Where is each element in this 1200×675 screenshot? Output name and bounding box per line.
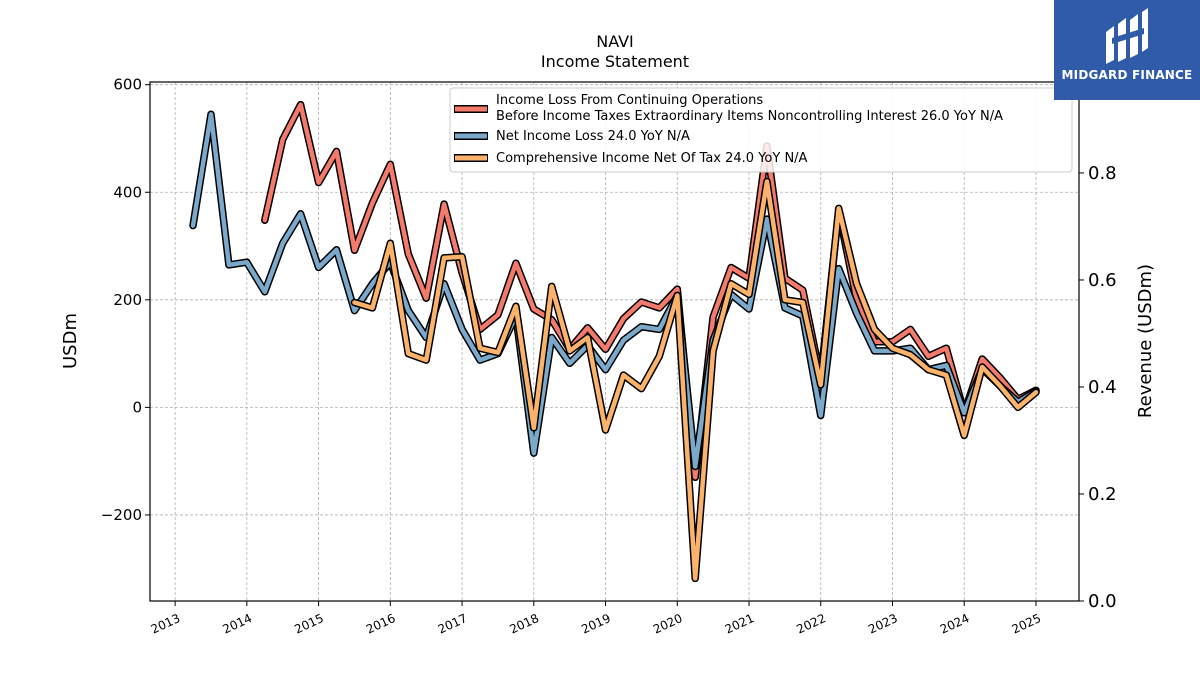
y2-tick-label: 0.4 <box>1088 377 1117 398</box>
x-tick-label: 2018 <box>507 611 541 637</box>
legend-box <box>449 87 1073 173</box>
legend-label: Comprehensive Income Net Of Tax 24.0 YoY… <box>496 151 808 166</box>
y2-tick-label: 0.0 <box>1088 591 1117 612</box>
x-tick-label: 2020 <box>651 611 685 637</box>
legend-label: Net Income Loss 24.0 YoY N/A <box>496 129 690 144</box>
y2-axis-ticks: 0.0 0.2 0.4 0.6 0.8 <box>1079 163 1117 612</box>
y-tick-label: 600 <box>113 76 142 94</box>
x-tick-label: 2025 <box>1010 611 1044 637</box>
logo-text: MIDGARD FINANCE <box>1061 68 1193 82</box>
plot-frame <box>149 81 1080 602</box>
legend: Income Loss From Continuing OperationsBe… <box>449 87 1073 173</box>
x-tick-label: 2017 <box>436 611 470 637</box>
y-tick-label: 400 <box>113 183 142 201</box>
x-tick-label: 2022 <box>794 611 828 637</box>
x-tick-label: 2016 <box>364 611 398 637</box>
brand-logo: MIDGARD FINANCE <box>1054 0 1200 100</box>
series-layer <box>189 100 1040 583</box>
x-tick-label: 2023 <box>866 611 900 637</box>
x-tick-label: 2021 <box>723 611 757 637</box>
y2-tick-label: 0.6 <box>1088 270 1117 291</box>
chart-subtitle: Income Statement <box>541 52 689 71</box>
logo-mark-icon <box>1106 8 1148 64</box>
legend-label-line2: Before Income Taxes Extraordinary Items … <box>496 109 1003 124</box>
x-tick-label: 2015 <box>292 611 326 637</box>
chart-title: NAVI <box>596 32 634 51</box>
x-tick-label: 2014 <box>221 611 255 637</box>
y-axis-label: USDm <box>60 313 81 369</box>
legend-items: Income Loss From Continuing OperationsBe… <box>454 93 1003 166</box>
x-tick-label: 2019 <box>579 611 613 637</box>
y-tick-label: −200 <box>101 506 142 524</box>
x-tick-label: 2013 <box>149 611 183 637</box>
y2-tick-label: 0.2 <box>1088 484 1117 505</box>
y-tick-label: 200 <box>113 291 142 309</box>
y-axis-ticks: 600 400 200 0 −200 <box>101 76 150 524</box>
y2-axis-label: Revenue (USDm) <box>1135 264 1156 418</box>
y2-tick-label: 0.8 <box>1088 163 1117 184</box>
y-tick-label: 0 <box>132 398 142 416</box>
x-axis-ticks: 2013 2014 2015 2016 2017 2018 2019 2020 2021 2022… <box>149 601 1043 637</box>
legend-label: Income Loss From Continuing Operations <box>496 93 763 108</box>
series-line-0 <box>262 102 1039 480</box>
x-tick-label: 2024 <box>938 611 972 637</box>
